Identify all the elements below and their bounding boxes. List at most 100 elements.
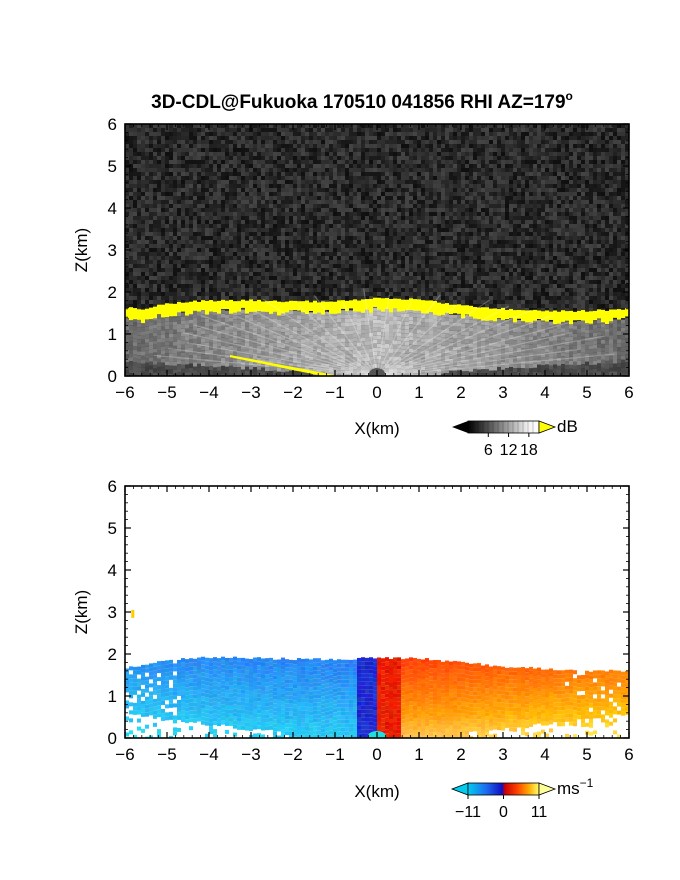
noise-cell (433, 172, 437, 176)
noise-cell (457, 204, 461, 208)
noise-cell (193, 236, 197, 240)
noise-cell (625, 152, 629, 156)
noise-cell (549, 156, 553, 160)
noise-cell (293, 236, 297, 240)
noise-cell (125, 140, 129, 144)
noise-cell (537, 176, 541, 180)
noise-cell (569, 252, 573, 256)
noise-cell (497, 228, 501, 232)
noise-cell (577, 124, 581, 128)
noise-cell (221, 280, 225, 284)
noise-cell (513, 212, 517, 216)
noise-cell (257, 256, 261, 260)
noise-cell (469, 164, 473, 168)
noise-cell (457, 128, 461, 132)
noise-cell (213, 268, 217, 272)
noise-cell (381, 168, 385, 172)
noise-cell (341, 144, 345, 148)
noise-cell (541, 136, 545, 140)
noise-cell (297, 200, 301, 204)
noise-cell (173, 232, 177, 236)
noise-cell (577, 228, 581, 232)
noise-cell (349, 188, 353, 192)
noise-cell (589, 220, 593, 224)
noise-cell (433, 124, 437, 128)
noise-cell (181, 180, 185, 184)
noise-cell (173, 212, 177, 216)
noise-cell (545, 196, 549, 200)
noise-cell (365, 160, 369, 164)
noise-cell (353, 124, 357, 128)
noise-cell (405, 272, 409, 276)
noise-cell (609, 180, 613, 184)
noise-cell (165, 132, 169, 136)
noise-cell (469, 188, 473, 192)
noise-cell (153, 256, 157, 260)
noise-cell (161, 172, 165, 176)
noise-cell (353, 216, 357, 220)
noise-cell (125, 260, 129, 264)
noise-cell (277, 244, 281, 248)
noise-cell (273, 188, 277, 192)
noise-cell (377, 248, 381, 252)
noise-cell (533, 156, 537, 160)
noise-cell (489, 248, 493, 252)
noise-cell (225, 152, 229, 156)
noise-cell (349, 224, 353, 228)
noise-cell (529, 216, 533, 220)
noise-cell (205, 280, 209, 284)
noise-cell (221, 124, 225, 128)
noise-cell (525, 272, 529, 276)
noise-cell (225, 176, 229, 180)
noise-cell (237, 244, 241, 248)
noise-cell (329, 220, 333, 224)
noise-cell (421, 248, 425, 252)
noise-cell (169, 240, 173, 244)
noise-cell (185, 192, 189, 196)
noise-cell (169, 132, 173, 136)
noise-cell (377, 172, 381, 176)
noise-cell (413, 272, 417, 276)
noise-cell (425, 188, 429, 192)
noise-cell (437, 260, 441, 264)
noise-cell (157, 236, 161, 240)
noise-cell (565, 252, 569, 256)
noise-cell (513, 176, 517, 180)
noise-cell (329, 192, 333, 196)
noise-cell (585, 184, 589, 188)
noise-cell (493, 128, 497, 132)
noise-cell (301, 228, 305, 232)
noise-cell (257, 248, 261, 252)
noise-cell (325, 244, 329, 248)
noise-cell (229, 212, 233, 216)
noise-cell (177, 164, 181, 168)
noise-cell (265, 216, 269, 220)
noise-cell (509, 208, 513, 212)
noise-cell (205, 220, 209, 224)
noise-cell (125, 176, 129, 180)
noise-cell (533, 128, 537, 132)
noise-cell (269, 156, 273, 160)
noise-cell (349, 216, 353, 220)
noise-cell (569, 232, 573, 236)
noise-cell (525, 260, 529, 264)
noise-cell (205, 196, 209, 200)
noise-cell (489, 240, 493, 244)
noise-cell (177, 244, 181, 248)
noise-cell (305, 212, 309, 216)
noise-cell (149, 224, 153, 228)
noise-cell (257, 212, 261, 216)
noise-cell (581, 188, 585, 192)
noise-cell (625, 228, 629, 232)
noise-cell (357, 204, 361, 208)
noise-cell (573, 184, 577, 188)
noise-cell (481, 232, 485, 236)
noise-cell (401, 228, 405, 232)
noise-cell (301, 280, 305, 284)
noise-cell (217, 160, 221, 164)
noise-cell (617, 260, 621, 264)
noise-cell (217, 268, 221, 272)
noise-cell (365, 212, 369, 216)
noise-cell (209, 192, 213, 196)
noise-cell (145, 152, 149, 156)
